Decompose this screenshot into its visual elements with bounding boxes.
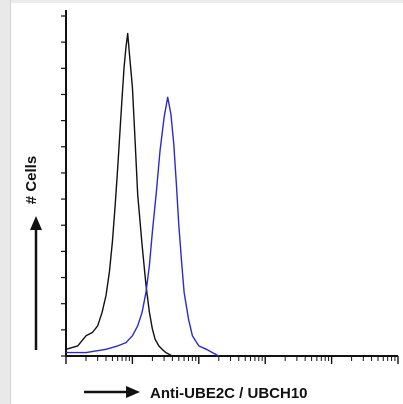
x-axis-arrow [84, 386, 140, 398]
y-axis-arrow [30, 216, 42, 350]
series-1-line [65, 32, 173, 357]
series-2-line [66, 96, 220, 357]
x-axis-label: Anti-UBE2C / UBCH10 [150, 385, 308, 402]
x-axis-ticks [65, 356, 399, 364]
y-axis-label: # Cells [23, 156, 40, 204]
y-axis-ticks [61, 15, 66, 357]
top-frame-edge [0, 0, 403, 3]
left-frame-edge [0, 0, 11, 404]
series-layer [65, 32, 220, 357]
axes [65, 10, 398, 357]
